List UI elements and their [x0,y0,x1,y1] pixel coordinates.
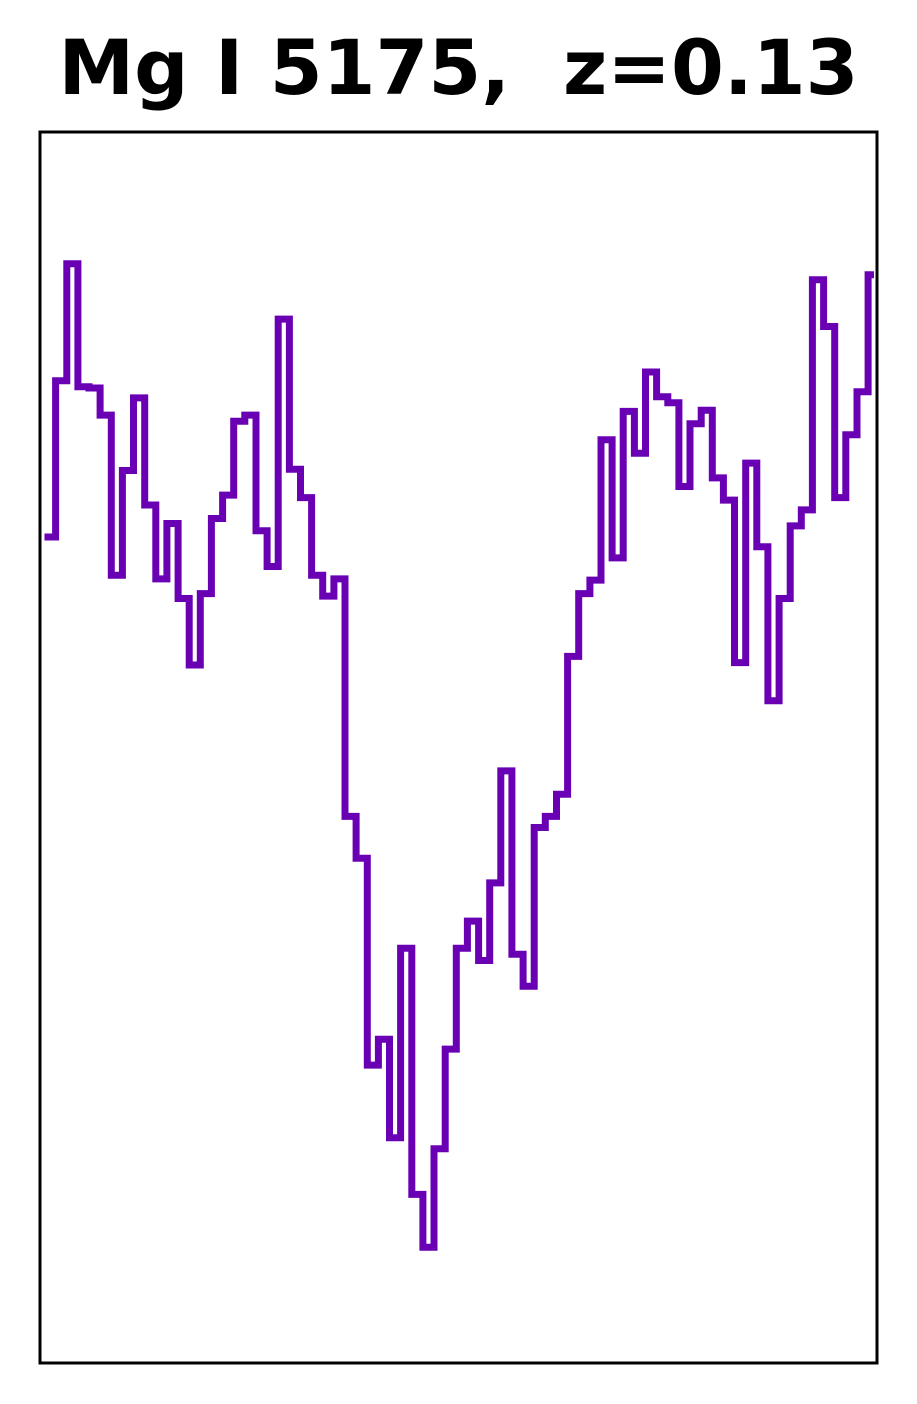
chart-title: Mg I 5175, z=0.13 [58,23,859,112]
plot-frame [38,130,879,1365]
spectrum-series [44,260,874,1251]
spectrum-step-line [44,260,874,1251]
